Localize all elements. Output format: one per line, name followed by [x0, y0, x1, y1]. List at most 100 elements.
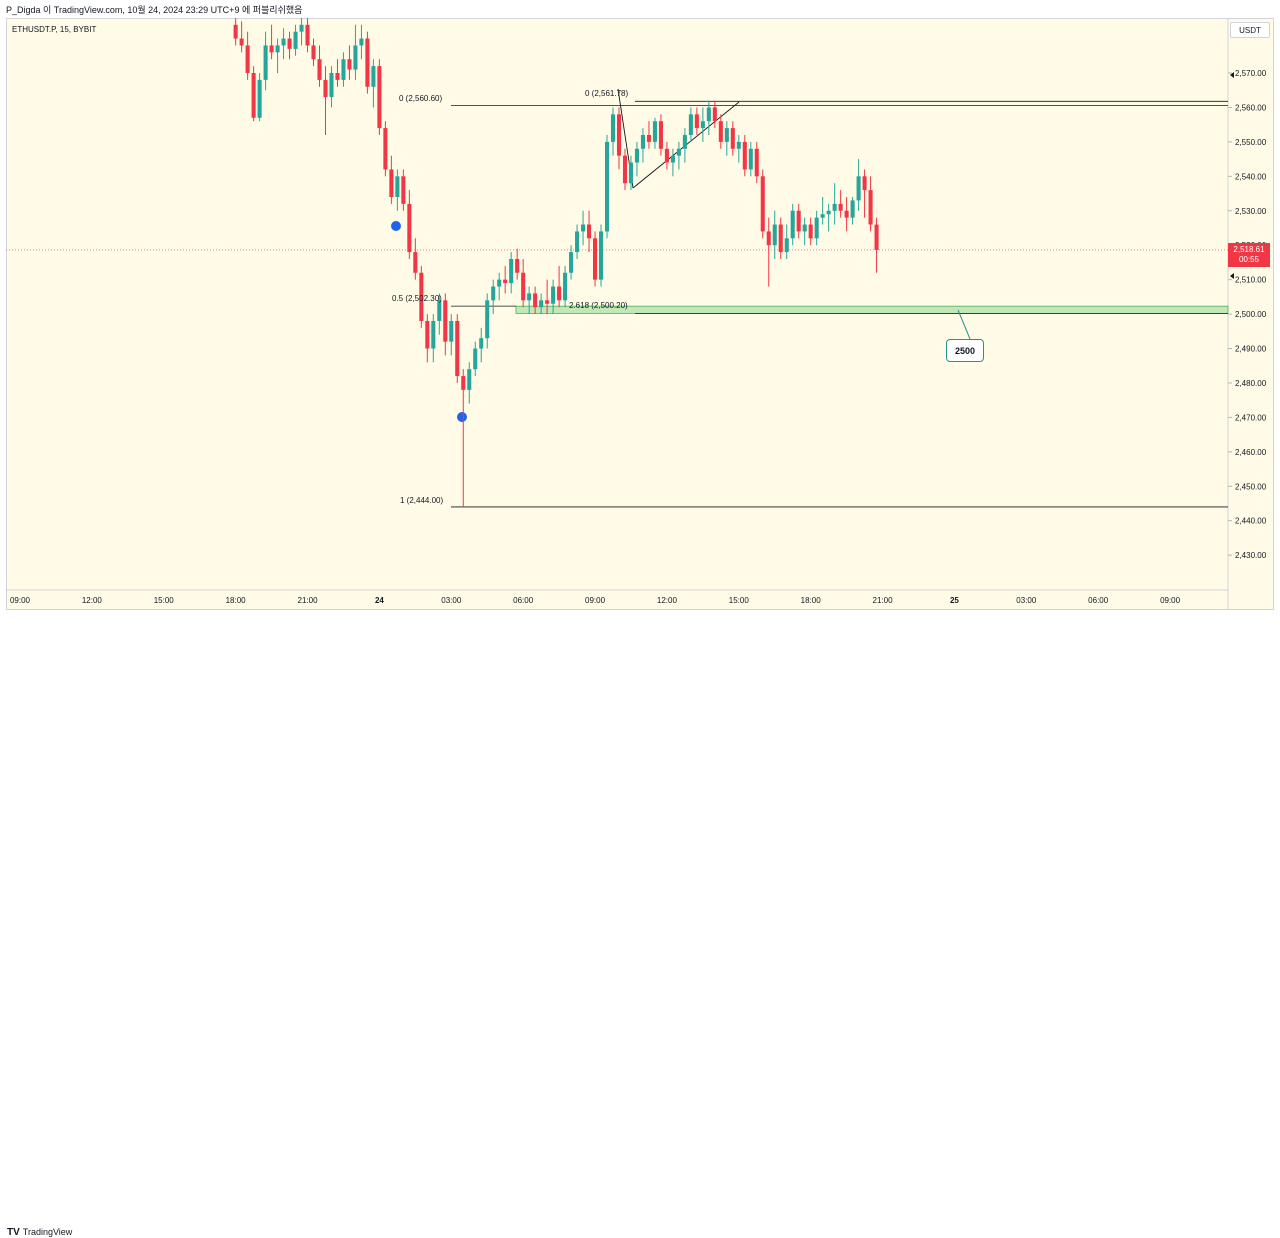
candle-body: [401, 176, 406, 204]
candle-body: [856, 176, 861, 201]
candle-body: [736, 141, 741, 149]
candle-body: [575, 231, 580, 253]
candle-body: [527, 293, 532, 301]
currency-button[interactable]: USDT: [1230, 22, 1270, 38]
x-tick-label: 15:00: [154, 596, 175, 605]
candle: [772, 210, 777, 259]
candle: [287, 31, 292, 60]
candle-body: [862, 176, 867, 191]
candle-body: [814, 217, 819, 239]
candle: [401, 169, 406, 211]
candle: [862, 169, 867, 218]
candle: [527, 286, 532, 315]
y-tick-label: 2,510.00: [1235, 276, 1267, 285]
candle-body: [233, 24, 238, 39]
candle: [784, 224, 789, 259]
candle: [299, 18, 304, 46]
candle: [323, 66, 328, 135]
candle: [874, 217, 879, 273]
candle: [467, 362, 472, 404]
candle-body: [742, 141, 747, 170]
candle-body: [365, 38, 370, 87]
candle: [868, 176, 873, 232]
candle: [425, 314, 430, 363]
callout-leader: [957, 309, 971, 340]
fib-label-right-ext: 2.618 (2,500.20): [569, 301, 628, 310]
x-tick-label: 25: [950, 596, 959, 605]
candle: [233, 18, 238, 46]
candle-body: [874, 224, 879, 250]
callout-2500[interactable]: 2500: [946, 339, 984, 362]
candle: [610, 107, 616, 156]
x-tick-label: 09:00: [1160, 596, 1181, 605]
candle: [694, 107, 699, 135]
candle: [395, 169, 400, 211]
candle-body: [311, 45, 316, 60]
candle-body: [694, 114, 699, 129]
candle-body: [323, 79, 328, 98]
candle: [754, 141, 759, 184]
candle: [503, 265, 508, 294]
candle-body: [808, 224, 813, 239]
candle-body: [539, 300, 544, 308]
candle-body: [754, 148, 759, 177]
candle-body: [796, 210, 801, 232]
candle-body: [443, 300, 448, 342]
candle: [497, 272, 502, 301]
y-tick-label: 2,550.00: [1235, 138, 1267, 147]
candle-body: [419, 272, 424, 321]
candle: [563, 265, 568, 308]
x-tick-label: 21:00: [298, 596, 319, 605]
tradingview-logo[interactable]: TV TradingView: [7, 1227, 72, 1238]
candle-body: [509, 258, 514, 284]
candle: [826, 203, 831, 232]
candle-body: [533, 293, 538, 308]
candle-body: [676, 148, 681, 156]
chart-frame: [6, 18, 1274, 610]
candle-body: [772, 224, 777, 246]
axis-arrow-icon: [1230, 72, 1234, 78]
candle-body: [245, 45, 250, 73]
x-tick-label: 09:00: [585, 596, 606, 605]
candle: [365, 31, 370, 94]
candle: [664, 141, 669, 170]
candle: [832, 183, 837, 225]
symbol-label[interactable]: ETHUSDT.P, 15, BYBIT: [12, 25, 97, 34]
candle-body: [826, 210, 831, 215]
candle: [479, 327, 484, 363]
candle-body: [251, 73, 256, 118]
chart-canvas[interactable]: 2,430.00 2,440.00 2,450.00 2,460.00 2,470.00…: [6, 18, 1274, 610]
candle-body: [760, 176, 765, 232]
candle-body: [497, 279, 502, 287]
candle-body: [832, 203, 837, 211]
candle-body: [784, 238, 789, 253]
candle-body: [664, 148, 669, 163]
candle: [293, 24, 298, 56]
candle: [796, 203, 801, 239]
x-tick-label: 03:00: [441, 596, 462, 605]
candle: [281, 28, 286, 60]
x-tick-label: 06:00: [1088, 596, 1109, 605]
x-tick-label: 18:00: [801, 596, 822, 605]
candle-body: [712, 107, 717, 122]
candle-body: [598, 231, 604, 280]
candle: [371, 59, 376, 108]
candle-body: [820, 214, 825, 218]
candle: [245, 31, 250, 80]
candle: [239, 21, 244, 53]
y-tick-label: 2,430.00: [1235, 551, 1267, 560]
candle: [263, 31, 268, 91]
candle-body: [718, 121, 723, 142]
candle: [353, 24, 358, 80]
candle: [688, 107, 693, 142]
candle-body: [868, 190, 873, 225]
candle-body: [281, 38, 286, 46]
x-tick-label: 12:00: [82, 596, 103, 605]
axis-arrow-icon: [1230, 273, 1234, 279]
brand-name: TradingView: [22, 1227, 73, 1237]
candle: [569, 245, 574, 280]
candle: [521, 258, 526, 308]
candle: [808, 217, 813, 246]
candle-body: [257, 79, 262, 118]
fib-label-left-half: 0.5 (2,502.30): [392, 294, 442, 303]
